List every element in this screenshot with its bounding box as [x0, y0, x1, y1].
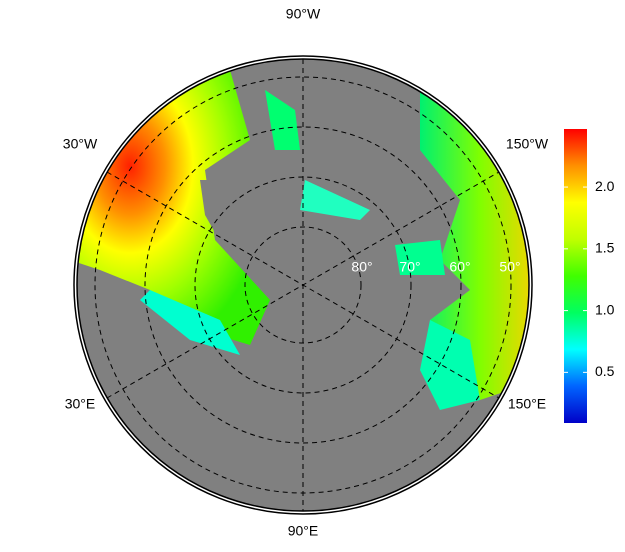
- colorbar-tick-label: 2.0: [595, 178, 615, 194]
- meridian-label: 90°E: [288, 523, 319, 539]
- colorbar-tick-label: 1.5: [595, 240, 615, 256]
- meridian-label: 30°W: [63, 136, 98, 152]
- okhotsk-field: [420, 320, 480, 410]
- bering-field: [395, 240, 445, 275]
- latitude-label: 70°: [399, 259, 420, 275]
- meridian-label: 30°E: [65, 396, 96, 412]
- meridian-label: 150°E: [508, 396, 546, 412]
- latitude-label: 50°: [499, 259, 520, 275]
- colorbar-tick-label: 1.0: [595, 301, 615, 317]
- latitude-label: 60°: [449, 259, 470, 275]
- colorbar: [564, 129, 587, 423]
- map-frame: [73, 55, 533, 515]
- greenland: [200, 180, 265, 250]
- shelf-field: [140, 290, 240, 355]
- meridian-label: 90°W: [286, 6, 321, 22]
- archipelago-field: [300, 180, 370, 220]
- latitude-label: 80°: [351, 259, 372, 275]
- meridian-label: 150°W: [506, 136, 549, 152]
- baffin-field: [265, 90, 300, 150]
- colorbar-tick-label: 0.5: [595, 363, 615, 379]
- map-border: [76, 58, 530, 512]
- graticule: [94, 59, 512, 511]
